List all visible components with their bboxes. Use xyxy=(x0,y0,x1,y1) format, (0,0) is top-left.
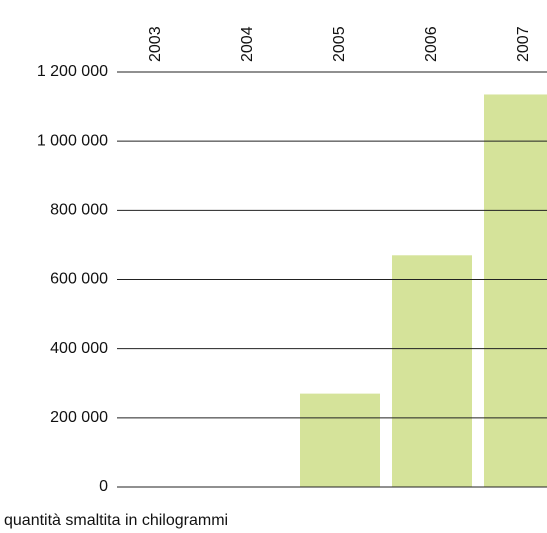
bar xyxy=(484,94,547,488)
x-tick-label: 2003 xyxy=(147,26,164,62)
x-tick-label: 2006 xyxy=(423,26,440,62)
x-tick-label: 2004 xyxy=(239,26,256,62)
y-tick-label: 0 xyxy=(99,478,108,495)
y-tick-label: 1 000 000 xyxy=(37,132,108,149)
bar xyxy=(392,255,472,487)
y-tick-label: 600 000 xyxy=(50,271,108,288)
x-tick-label: 2007 xyxy=(515,26,532,62)
y-tick-label: 200 000 xyxy=(50,409,108,426)
caption: quantità smaltita in chilogrammi xyxy=(4,512,228,529)
bar xyxy=(300,393,380,487)
x-tick-label: 2005 xyxy=(331,26,348,62)
y-tick-label: 400 000 xyxy=(50,340,108,357)
y-tick-label: 1 200 000 xyxy=(37,63,108,80)
y-tick-label: 800 000 xyxy=(50,202,108,219)
